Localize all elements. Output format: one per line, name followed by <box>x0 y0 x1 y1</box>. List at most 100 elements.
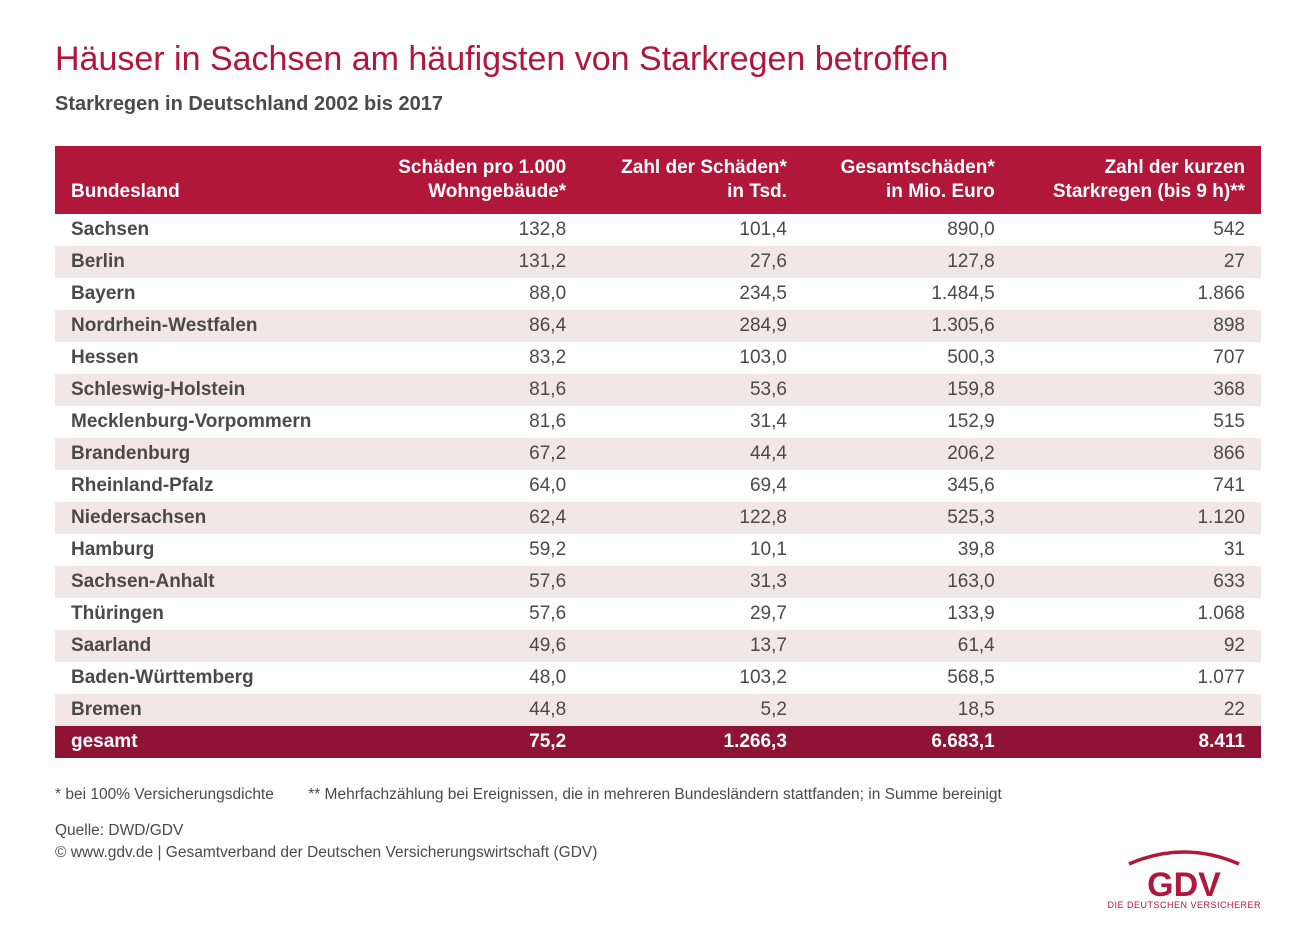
row-label: Sachsen-Anhalt <box>55 566 359 598</box>
row-label: Rheinland-Pfalz <box>55 470 359 502</box>
row-value: 1.866 <box>1011 278 1261 310</box>
row-value: 61,4 <box>803 630 1011 662</box>
row-label: Hamburg <box>55 534 359 566</box>
row-label: Brandenburg <box>55 438 359 470</box>
row-value: 27 <box>1011 246 1261 278</box>
source-line: Quelle: DWD/GDV <box>55 822 1261 840</box>
table-row: Baden-Württemberg48,0103,2568,51.077 <box>55 662 1261 694</box>
table-row: Rheinland-Pfalz64,069,4345,6741 <box>55 470 1261 502</box>
total-value: 8.411 <box>1011 726 1261 758</box>
table-row: Brandenburg67,244,4206,2866 <box>55 438 1261 470</box>
row-value: 122,8 <box>582 502 803 534</box>
row-label: Berlin <box>55 246 359 278</box>
row-value: 86,4 <box>359 310 582 342</box>
row-value: 234,5 <box>582 278 803 310</box>
total-value: 1.266,3 <box>582 726 803 758</box>
gdv-logo-subtitle: DIE DEUTSCHEN VERSICHERER <box>1107 900 1261 910</box>
row-label: Bayern <box>55 278 359 310</box>
footnote-1: * bei 100% Versicherungsdichte <box>55 786 274 803</box>
gdv-logo-icon: GDV <box>1119 846 1249 902</box>
footnote-2: ** Mehrfachzählung bei Ereignissen, die … <box>308 786 1002 803</box>
row-label: Hessen <box>55 342 359 374</box>
row-value: 163,0 <box>803 566 1011 598</box>
row-value: 44,8 <box>359 694 582 726</box>
row-value: 39,8 <box>803 534 1011 566</box>
row-value: 1.068 <box>1011 598 1261 630</box>
row-value: 1.305,6 <box>803 310 1011 342</box>
page-title: Häuser in Sachsen am häufigsten von Star… <box>55 40 1261 79</box>
row-value: 132,8 <box>359 214 582 246</box>
svg-text:GDV: GDV <box>1147 866 1221 902</box>
table-row: Sachsen-Anhalt57,631,3163,0633 <box>55 566 1261 598</box>
row-value: 57,6 <box>359 566 582 598</box>
table-row: Bayern88,0234,51.484,51.866 <box>55 278 1261 310</box>
row-label: Sachsen <box>55 214 359 246</box>
row-value: 69,4 <box>582 470 803 502</box>
row-value: 368 <box>1011 374 1261 406</box>
table-row: Berlin131,227,6127,827 <box>55 246 1261 278</box>
row-value: 542 <box>1011 214 1261 246</box>
row-value: 31,4 <box>582 406 803 438</box>
row-value: 81,6 <box>359 374 582 406</box>
row-value: 1.120 <box>1011 502 1261 534</box>
row-value: 345,6 <box>803 470 1011 502</box>
row-value: 633 <box>1011 566 1261 598</box>
row-value: 31 <box>1011 534 1261 566</box>
row-value: 1.484,5 <box>803 278 1011 310</box>
row-value: 49,6 <box>359 630 582 662</box>
row-value: 62,4 <box>359 502 582 534</box>
row-label: Nordrhein-Westfalen <box>55 310 359 342</box>
table-row: Schleswig-Holstein81,653,6159,8368 <box>55 374 1261 406</box>
total-label: gesamt <box>55 726 359 758</box>
row-value: 88,0 <box>359 278 582 310</box>
row-value: 64,0 <box>359 470 582 502</box>
row-label: Thüringen <box>55 598 359 630</box>
row-label: Niedersachsen <box>55 502 359 534</box>
row-value: 568,5 <box>803 662 1011 694</box>
row-value: 890,0 <box>803 214 1011 246</box>
total-value: 6.683,1 <box>803 726 1011 758</box>
row-value: 5,2 <box>582 694 803 726</box>
row-value: 103,0 <box>582 342 803 374</box>
row-value: 159,8 <box>803 374 1011 406</box>
row-value: 131,2 <box>359 246 582 278</box>
row-value: 53,6 <box>582 374 803 406</box>
row-value: 866 <box>1011 438 1261 470</box>
row-value: 22 <box>1011 694 1261 726</box>
row-value: 29,7 <box>582 598 803 630</box>
row-label: Schleswig-Holstein <box>55 374 359 406</box>
table-row: Thüringen57,629,7133,91.068 <box>55 598 1261 630</box>
row-label: Mecklenburg-Vorpommern <box>55 406 359 438</box>
page-subtitle: Starkregen in Deutschland 2002 bis 2017 <box>55 93 1261 116</box>
row-value: 57,6 <box>359 598 582 630</box>
table-row: Niedersachsen62,4122,8525,31.120 <box>55 502 1261 534</box>
row-label: Bremen <box>55 694 359 726</box>
gdv-logo: GDV DIE DEUTSCHEN VERSICHERER <box>1107 846 1261 910</box>
row-value: 101,4 <box>582 214 803 246</box>
row-value: 27,6 <box>582 246 803 278</box>
row-value: 127,8 <box>803 246 1011 278</box>
footnotes: * bei 100% Versicherungsdichte ** Mehrfa… <box>55 786 1261 862</box>
row-value: 515 <box>1011 406 1261 438</box>
row-value: 103,2 <box>582 662 803 694</box>
table-row: Mecklenburg-Vorpommern81,631,4152,9515 <box>55 406 1261 438</box>
row-value: 741 <box>1011 470 1261 502</box>
row-value: 707 <box>1011 342 1261 374</box>
row-value: 31,3 <box>582 566 803 598</box>
col-header-1: Schäden pro 1.000Wohngebäude* <box>359 146 582 214</box>
table-total-row: gesamt75,21.266,36.683,18.411 <box>55 726 1261 758</box>
row-value: 500,3 <box>803 342 1011 374</box>
row-value: 67,2 <box>359 438 582 470</box>
col-header-2: Zahl der Schäden*in Tsd. <box>582 146 803 214</box>
row-value: 133,9 <box>803 598 1011 630</box>
table-row: Hessen83,2103,0500,3707 <box>55 342 1261 374</box>
row-value: 83,2 <box>359 342 582 374</box>
row-value: 81,6 <box>359 406 582 438</box>
row-value: 92 <box>1011 630 1261 662</box>
col-header-3: Gesamtschäden*in Mio. Euro <box>803 146 1011 214</box>
row-value: 206,2 <box>803 438 1011 470</box>
table-row: Hamburg59,210,139,831 <box>55 534 1261 566</box>
row-value: 284,9 <box>582 310 803 342</box>
row-value: 525,3 <box>803 502 1011 534</box>
col-header-4: Zahl der kurzenStarkregen (bis 9 h)** <box>1011 146 1261 214</box>
